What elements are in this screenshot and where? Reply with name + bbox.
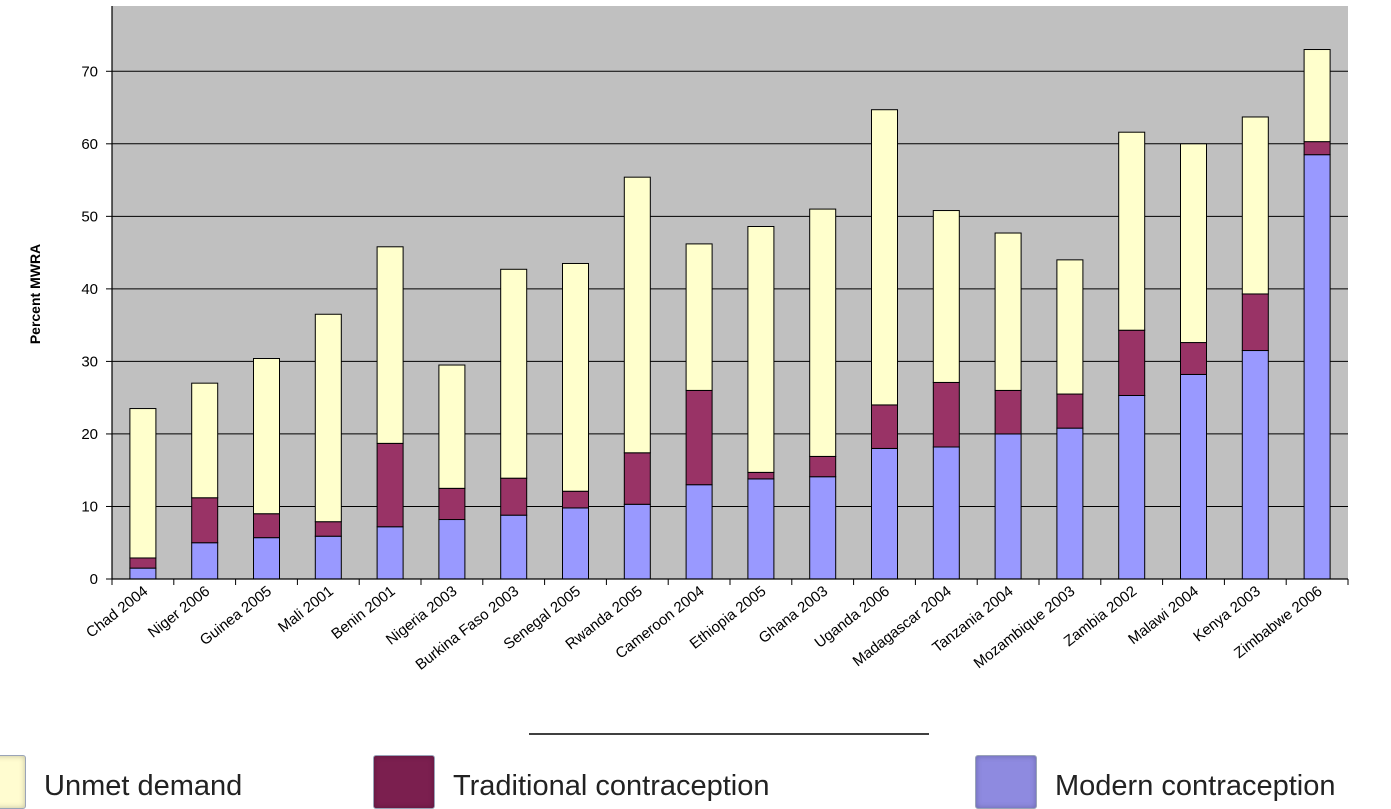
- bar-traditional-contraception-cameroon-2004: [685, 389, 713, 486]
- bar-unmet-demand-tanzania-2004: [994, 232, 1022, 391]
- bar-modern-contraception-uganda-2006: [871, 447, 898, 580]
- y-tick-label: 50: [81, 208, 98, 225]
- bar-unmet-demand-zimbabwe-2006: [1303, 49, 1331, 143]
- bar-modern-contraception-mozambique-2003: [1056, 427, 1084, 580]
- bar-modern-contraception-malawi-2004: [1180, 373, 1207, 580]
- bar-unmet-demand-uganda-2006: [871, 109, 898, 406]
- bar-traditional-contraception-uganda-2006: [871, 404, 898, 449]
- bar-traditional-contraception-ghana-2003: [809, 455, 837, 478]
- bar-unmet-demand-ethiopia-2005: [747, 225, 775, 473]
- bar-modern-contraception-senegal-2005: [562, 507, 589, 580]
- legend-label-traditional-contraception: Traditional contraception: [453, 770, 770, 802]
- legend-swatch-modern-contraception: [975, 755, 1037, 809]
- bar-unmet-demand-zambia-2002: [1118, 131, 1146, 331]
- bar-modern-contraception-cameroon-2004: [685, 484, 713, 580]
- bar-unmet-demand-cameroon-2004: [685, 243, 713, 391]
- x-tick-label: Mali 2001: [275, 583, 337, 636]
- y-tick-label: 20: [81, 426, 98, 443]
- bar-modern-contraception-zimbabwe-2006: [1303, 154, 1331, 580]
- bar-unmet-demand-senegal-2005: [562, 262, 589, 492]
- bar-modern-contraception-zambia-2002: [1118, 394, 1146, 580]
- bar-traditional-contraception-malawi-2004: [1180, 342, 1207, 375]
- bar-traditional-contraception-chad-2004: [129, 557, 157, 569]
- bar-traditional-contraception-madagascar-2004: [932, 381, 960, 448]
- bar-traditional-contraception-benin-2001: [376, 442, 404, 528]
- y-tick-label: 70: [81, 63, 98, 80]
- bar-unmet-demand-chad-2004: [129, 408, 157, 559]
- legend-item-unmet-demand: Unmet demand: [0, 755, 243, 809]
- legend-label-modern-contraception: Modern contraception: [1055, 770, 1336, 802]
- bar-unmet-demand-ghana-2003: [809, 208, 837, 457]
- bar-unmet-demand-burkina-faso-2003: [500, 268, 528, 479]
- bar-unmet-demand-mozambique-2003: [1056, 259, 1084, 395]
- bar-traditional-contraception-senegal-2005: [562, 490, 589, 509]
- bar-traditional-contraception-guinea-2005: [253, 513, 280, 539]
- x-tick-label: Burkina Faso 2003: [412, 583, 522, 674]
- bar-traditional-contraception-niger-2006: [191, 497, 219, 544]
- bar-unmet-demand-mali-2001: [314, 313, 342, 523]
- bar-modern-contraception-guinea-2005: [253, 537, 280, 580]
- bar-traditional-contraception-mozambique-2003: [1056, 393, 1084, 429]
- bar-traditional-contraception-kenya-2003: [1241, 293, 1269, 352]
- bar-unmet-demand-madagascar-2004: [932, 210, 960, 383]
- bars: [129, 49, 1331, 580]
- bar-traditional-contraception-zambia-2002: [1118, 329, 1146, 396]
- y-tick-label: 0: [90, 571, 98, 588]
- bar-traditional-contraception-zimbabwe-2006: [1303, 141, 1331, 156]
- bar-traditional-contraception-tanzania-2004: [994, 389, 1022, 435]
- bar-modern-contraception-niger-2006: [191, 542, 219, 580]
- bar-modern-contraception-burkina-faso-2003: [500, 514, 528, 580]
- bar-traditional-contraception-burkina-faso-2003: [500, 477, 528, 516]
- x-tick-label: Mozambique 2003: [971, 583, 1079, 672]
- bar-traditional-contraception-mali-2001: [314, 521, 342, 537]
- bar-modern-contraception-mali-2001: [314, 535, 342, 580]
- bar-unmet-demand-rwanda-2005: [623, 176, 651, 454]
- bar-unmet-demand-benin-2001: [376, 246, 404, 444]
- y-tick-label: 10: [81, 498, 98, 515]
- y-tick-label: 30: [81, 353, 98, 370]
- bar-modern-contraception-kenya-2003: [1241, 350, 1269, 580]
- x-tick-label: Chad 2004: [83, 583, 151, 642]
- bar-unmet-demand-malawi-2004: [1180, 143, 1207, 344]
- bar-modern-contraception-rwanda-2005: [623, 503, 651, 580]
- legend-item-modern-contraception: Modern contraception: [975, 755, 1336, 809]
- y-tick-labels: 0 10 20 30 40 50 60 70: [81, 63, 98, 588]
- bar-modern-contraception-benin-2001: [376, 526, 404, 580]
- bar-traditional-contraception-ethiopia-2005: [747, 471, 775, 480]
- bar-modern-contraception-chad-2004: [129, 567, 157, 580]
- y-axis-title: Percent MWRA: [27, 244, 43, 344]
- legend-label-unmet-demand: Unmet demand: [44, 770, 243, 802]
- y-tick-label: 40: [81, 281, 98, 298]
- bar-unmet-demand-niger-2006: [191, 382, 219, 499]
- axes: [106, 6, 1349, 585]
- legend-swatch-traditional-contraception: [373, 755, 435, 809]
- bar-unmet-demand-kenya-2003: [1241, 116, 1269, 295]
- bar-traditional-contraception-nigeria-2003: [438, 487, 466, 521]
- bar-modern-contraception-tanzania-2004: [994, 433, 1022, 580]
- plot-area: [112, 6, 1348, 579]
- legend-item-traditional-contraception: Traditional contraception: [373, 755, 770, 809]
- bar-modern-contraception-ghana-2003: [809, 476, 837, 580]
- legend-swatch-unmet-demand: [0, 755, 26, 809]
- bar-unmet-demand-nigeria-2003: [438, 364, 466, 489]
- y-tick-label: 60: [81, 136, 98, 153]
- bar-modern-contraception-madagascar-2004: [932, 446, 960, 580]
- bar-unmet-demand-guinea-2005: [253, 358, 280, 515]
- bar-traditional-contraception-rwanda-2005: [623, 452, 651, 505]
- bar-modern-contraception-nigeria-2003: [438, 519, 466, 580]
- bar-modern-contraception-ethiopia-2005: [747, 478, 775, 580]
